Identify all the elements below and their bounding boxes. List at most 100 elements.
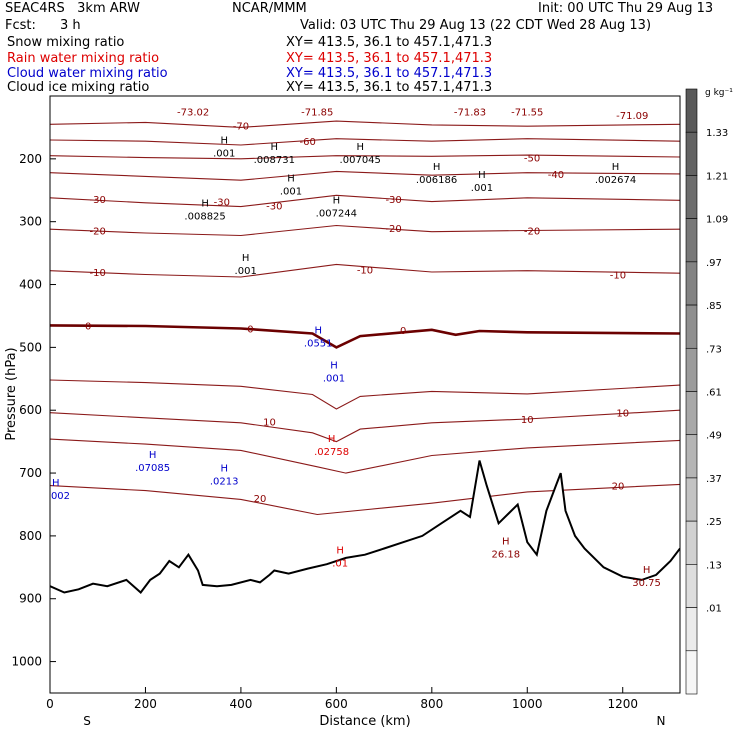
temperature-label: 10	[521, 415, 534, 426]
maximum-value-label: .0551	[304, 338, 333, 349]
y-tick-label: 300	[19, 215, 42, 229]
field-label: Rain water mixing ratio	[7, 51, 160, 66]
temperature-label: -20	[90, 226, 106, 237]
field-label: Snow mixing ratio	[7, 35, 125, 50]
temperature-contour	[50, 324, 680, 349]
field-xy: XY= 413.5, 36.1 to 457.1,471.3	[286, 51, 493, 66]
field-xy: XY= 413.5, 36.1 to 457.1,471.3	[286, 80, 493, 95]
maximum-value-label: .001	[213, 149, 235, 160]
y-tick-label: 400	[19, 278, 42, 292]
maximum-marker: H	[52, 478, 60, 489]
colorbar-label: .01	[706, 604, 722, 615]
plot-frame	[49, 95, 681, 694]
maximum-marker: H	[478, 170, 486, 181]
temperature-label: 0	[85, 321, 91, 332]
maximum-value-label: .001	[323, 374, 345, 385]
terrain-fill	[50, 460, 680, 693]
maximum-value-label: .007045	[340, 155, 381, 166]
colorbar-swatch	[685, 650, 698, 695]
temperature-label: -71.09	[616, 111, 648, 122]
y-tick-label: 700	[19, 466, 42, 480]
temperature-label: -50	[524, 154, 540, 165]
maximum-value-label: .007244	[316, 208, 357, 219]
colorbar-label: 1.09	[706, 215, 728, 226]
temperature-label: -60	[300, 137, 316, 148]
init-time: Init: 00 UTC Thu 29 Aug 13	[538, 1, 714, 16]
y-tick-label: 800	[19, 529, 42, 543]
colorbar-swatch	[685, 347, 698, 392]
temperature-label: -20	[385, 224, 401, 235]
colorbar-swatch	[685, 564, 698, 608]
temperature-label: -40	[548, 170, 564, 181]
colorbar-swatch	[685, 304, 698, 349]
temperature-label: -30	[90, 195, 106, 206]
temperature-label: 0	[247, 325, 253, 336]
x-axis-south-label: S	[83, 714, 91, 728]
axes: 0 200 400 600 800 1000 12002003004005006007008…	[4, 95, 681, 729]
colorbar-unit: g kg⁻¹	[705, 88, 733, 98]
terrain-surface-line	[50, 460, 680, 594]
x-axis-label: Distance (km)	[319, 714, 410, 729]
maximum-marker: H	[328, 434, 336, 445]
maximum-marker: H	[502, 536, 510, 547]
fcst-label: Fcst:	[5, 18, 36, 33]
temperature-contour	[50, 409, 680, 443]
maximum-value-label: .07085	[135, 463, 170, 474]
maximum-marker: H	[433, 162, 441, 173]
maximum-marker: H	[356, 142, 364, 153]
y-tick-label: 200	[19, 152, 42, 166]
temperature-contour	[50, 483, 680, 516]
maximum-marker: H	[242, 253, 250, 264]
maximum-marker: H	[643, 565, 651, 576]
y-tick-label: 1000	[11, 655, 42, 669]
x-tick-label: 0	[46, 697, 54, 711]
maximum-value-label: .0213	[210, 477, 239, 488]
org-title: NCAR/MMM	[232, 1, 307, 16]
temperature-label: -71.85	[301, 108, 333, 119]
maximum-marker: H	[149, 450, 157, 461]
temperature-contour	[50, 138, 680, 146]
temperature-label: -10	[610, 270, 626, 281]
maximum-value-label: .02758	[314, 447, 349, 458]
temperature-label: -71.83	[454, 108, 486, 119]
x-tick-label: 600	[325, 697, 348, 711]
colorbar-label: .25	[706, 517, 722, 528]
maximum-marker: H	[330, 361, 338, 372]
colorbar-label: 1.21	[706, 171, 728, 182]
colorbar-swatch	[685, 261, 698, 306]
temperature-label: -71.55	[511, 108, 543, 119]
field-label: Cloud water mixing ratio	[7, 66, 168, 81]
temperature-label: -73.02	[177, 108, 209, 119]
colorbar-label: .37	[706, 474, 722, 485]
maximum-marker: H	[612, 162, 620, 173]
temperature-label: -70	[233, 122, 249, 133]
maximum-marker: H	[314, 325, 322, 336]
temperature-label: 20	[254, 494, 267, 505]
maximum-marker: H	[287, 173, 295, 184]
colorbar-swatch	[685, 131, 698, 176]
temperature-contour	[50, 224, 680, 237]
maximum-value-label: .001	[280, 186, 302, 197]
maximum-value-label: .002674	[595, 175, 636, 186]
temperature-label: -30	[266, 201, 282, 212]
colorbar: 1.33 1.21 1.09 .97 .85 .73 .61 .49 .37 .25 .13 .01 g…	[685, 88, 733, 695]
colorbar-label: 1.33	[706, 128, 728, 139]
fcst-value: 3 h	[60, 18, 81, 33]
colorbar-swatch	[685, 391, 698, 436]
colorbar-swatch	[685, 175, 698, 219]
maximum-value-label: 26.18	[491, 549, 520, 560]
maximum-marker: H	[220, 136, 228, 147]
plot-area: -73.02 -71.85 -71.83 -71.55 -71.09-70-60-50-…	[50, 96, 680, 693]
maximum-value-label: .008825	[184, 211, 225, 222]
colorbar-label: .73	[706, 344, 722, 355]
temperature-label: -10	[357, 265, 373, 276]
maximum-value-label: .006186	[416, 175, 457, 186]
field-label: Cloud ice mixing ratio	[7, 80, 150, 95]
temperature-contour	[50, 379, 680, 410]
temperature-label: -30	[214, 198, 230, 209]
maximum-marker: H	[201, 198, 209, 209]
temperature-label: 20	[612, 482, 625, 493]
colorbar-swatch	[685, 218, 698, 263]
x-axis-north-label: N	[657, 714, 666, 728]
colorbar-label: .85	[706, 301, 722, 312]
